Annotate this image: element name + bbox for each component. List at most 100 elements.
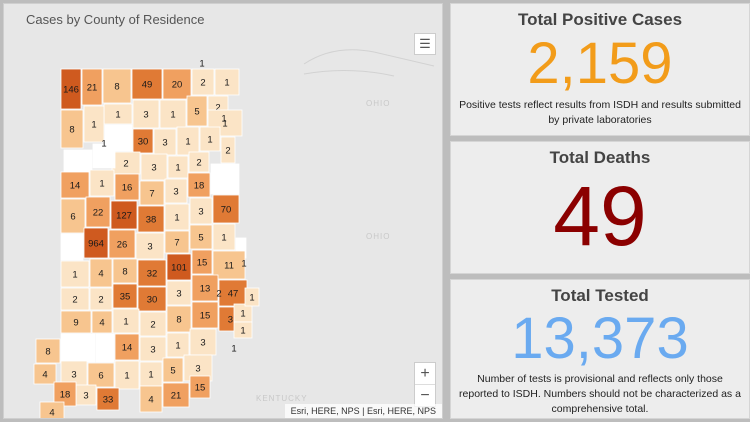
county-shape[interactable] <box>220 136 236 164</box>
county-shape[interactable] <box>114 173 140 201</box>
county-shape[interactable] <box>95 333 115 363</box>
county-shape[interactable] <box>191 68 215 96</box>
county-shape[interactable] <box>212 223 236 251</box>
county-shape[interactable] <box>132 128 154 154</box>
county-shape[interactable] <box>162 382 190 408</box>
county-shape[interactable] <box>60 68 82 110</box>
county-shape[interactable] <box>137 205 165 233</box>
county-shape[interactable] <box>189 224 213 250</box>
county-shape[interactable] <box>139 180 165 206</box>
county-shape[interactable] <box>53 381 77 407</box>
county-shape[interactable] <box>131 68 163 100</box>
county-case-count: 3 <box>83 391 88 402</box>
county-case-count: 1 <box>221 114 226 125</box>
county-shape[interactable] <box>139 311 167 337</box>
county-case-count: 32 <box>147 269 158 280</box>
county-shape[interactable] <box>89 169 115 197</box>
county-shape[interactable] <box>212 250 246 280</box>
county-case-count: 20 <box>172 80 183 91</box>
county-shape[interactable] <box>112 283 138 309</box>
zoom-in-button[interactable]: + <box>420 364 430 382</box>
county-shape[interactable] <box>233 321 253 339</box>
county-shape[interactable] <box>189 197 213 225</box>
county-shape[interactable] <box>167 155 189 179</box>
county-shape[interactable] <box>60 171 90 199</box>
county-shape[interactable] <box>60 310 92 334</box>
county-shape[interactable] <box>199 126 221 152</box>
county-shape[interactable] <box>35 338 61 364</box>
county-shape[interactable] <box>212 194 240 224</box>
county-shape[interactable] <box>132 99 160 129</box>
county-shape[interactable] <box>114 360 140 390</box>
county-shape[interactable] <box>60 198 86 234</box>
county-case-count: 3 <box>198 207 203 218</box>
county-shape[interactable] <box>191 301 219 329</box>
county-shape[interactable] <box>60 233 84 261</box>
map-label-ohio-1: OHIO <box>366 99 391 108</box>
county-case-count: 5 <box>194 107 199 118</box>
county-shape[interactable] <box>96 387 120 411</box>
county-shape[interactable] <box>112 258 138 284</box>
county-shape[interactable] <box>210 163 240 195</box>
county-shape[interactable] <box>166 253 192 281</box>
county-shape[interactable] <box>176 126 200 156</box>
county-shape[interactable] <box>135 232 165 260</box>
county-case-count: 31 <box>228 315 239 326</box>
legend-button[interactable]: ☰ <box>414 33 436 55</box>
county-shape[interactable] <box>102 68 132 104</box>
county-shape[interactable] <box>83 227 109 259</box>
county-shape[interactable] <box>214 68 240 96</box>
map-label-ohio-2: OHIO <box>366 232 391 241</box>
county-shape[interactable] <box>83 105 105 143</box>
county-shape[interactable] <box>164 230 190 254</box>
county-shape[interactable] <box>60 260 90 288</box>
county-shape[interactable] <box>139 336 167 362</box>
county-shape[interactable] <box>244 287 260 307</box>
county-shape[interactable] <box>188 151 210 173</box>
county-shape[interactable] <box>189 375 211 399</box>
county-shape[interactable] <box>60 287 90 311</box>
county-shape[interactable] <box>89 287 113 311</box>
county-shape[interactable] <box>191 274 219 302</box>
county-shape[interactable] <box>187 172 211 198</box>
county-shape[interactable] <box>33 363 57 385</box>
county-case-count: 1 <box>222 119 227 130</box>
county-shape[interactable] <box>140 153 168 181</box>
county-case-count: 1 <box>175 341 180 352</box>
map-panel[interactable]: Cases by County of Residence OHIO OHIO K… <box>3 3 443 419</box>
county-shape[interactable] <box>63 149 93 173</box>
county-shape[interactable] <box>85 196 111 228</box>
county-case-count: 1 <box>170 110 175 121</box>
county-shape[interactable] <box>108 229 136 259</box>
county-case-count: 7 <box>174 238 179 249</box>
county-shape[interactable] <box>166 280 192 306</box>
county-shape[interactable] <box>189 328 217 356</box>
county-shape[interactable] <box>114 333 140 361</box>
county-shape[interactable] <box>166 332 190 358</box>
county-shape[interactable] <box>162 357 184 383</box>
county-shape[interactable] <box>91 310 113 334</box>
county-shape[interactable] <box>191 249 213 275</box>
county-shape[interactable] <box>39 401 65 419</box>
county-shape[interactable] <box>60 109 84 149</box>
county-shape[interactable] <box>110 200 138 230</box>
county-shape[interactable] <box>112 308 140 334</box>
county-shape[interactable] <box>159 99 187 129</box>
county-case-count: 15 <box>200 311 211 322</box>
county-shape[interactable] <box>162 68 192 100</box>
county-shape[interactable] <box>164 178 188 204</box>
zoom-control[interactable]: + − <box>414 362 436 407</box>
county-shape[interactable] <box>87 362 115 388</box>
county-shape[interactable] <box>164 203 190 231</box>
county-shape[interactable] <box>137 286 167 312</box>
county-shape[interactable] <box>92 143 116 169</box>
zoom-out-button[interactable]: − <box>415 384 435 406</box>
county-shape[interactable] <box>186 95 208 127</box>
county-shape[interactable] <box>81 68 103 106</box>
county-shape[interactable] <box>137 259 167 287</box>
county-shape[interactable] <box>139 385 163 413</box>
county-shape[interactable] <box>60 333 96 363</box>
county-shape[interactable] <box>166 305 192 333</box>
county-shape[interactable] <box>89 258 113 288</box>
